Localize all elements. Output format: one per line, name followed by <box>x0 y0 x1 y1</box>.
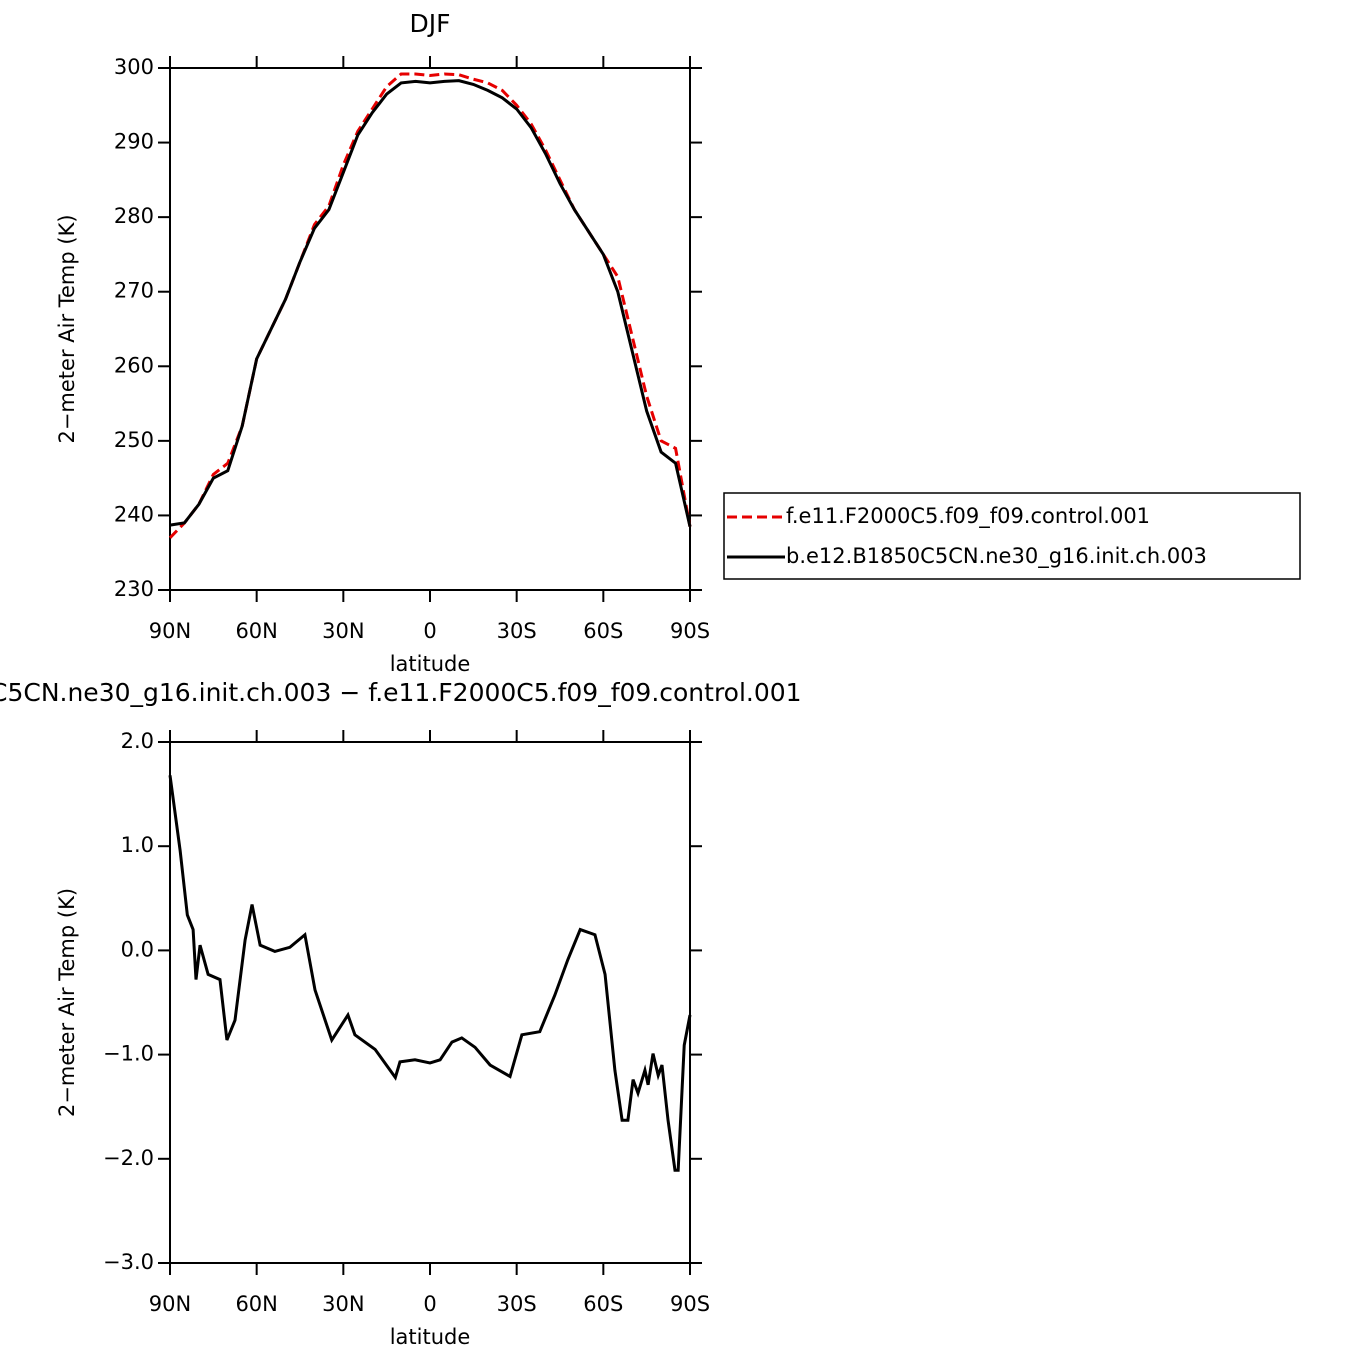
x-tick-label: 60N <box>235 619 277 643</box>
x-tick-label: 30N <box>322 1292 364 1316</box>
plot-frame <box>169 741 691 1264</box>
y-tick-label: 0.0 <box>121 937 154 961</box>
x-tick-label: 90S <box>670 619 710 643</box>
y-tick-label: −1.0 <box>103 1042 154 1066</box>
y-tick-label: 230 <box>114 577 154 601</box>
data-line <box>168 72 692 539</box>
chart-title: C5CN.ne30_g16.init.ch.003 − f.e11.F2000C… <box>0 678 802 707</box>
x-tick-label: 30S <box>497 619 537 643</box>
y-tick-label: −2.0 <box>103 1146 154 1170</box>
x-tick-label: 30S <box>497 1292 537 1316</box>
data-line <box>168 775 692 1172</box>
x-tick-label: 0 <box>423 1292 436 1316</box>
y-axis-label: 2−meter Air Temp (K) <box>55 888 79 1117</box>
x-tick-label: 60N <box>235 1292 277 1316</box>
y-tick-label: 290 <box>114 130 154 154</box>
x-tick-label: 90N <box>149 619 191 643</box>
x-axis-label: latitude <box>390 652 471 676</box>
x-tick-label: 30N <box>322 619 364 643</box>
y-tick-label: 300 <box>114 55 154 79</box>
y-tick-label: −3.0 <box>103 1250 154 1274</box>
legend-label: f.e11.F2000C5.f09_f09.control.001 <box>786 504 1150 529</box>
plot-frame <box>169 67 691 591</box>
y-tick-label: 270 <box>114 279 154 303</box>
y-tick-label: 1.0 <box>121 833 154 857</box>
y-tick-label: 240 <box>114 502 154 526</box>
y-tick-label: 280 <box>114 204 154 228</box>
y-tick-label: 250 <box>114 428 154 452</box>
legend-label: b.e12.B1850C5CN.ne30_g16.init.ch.003 <box>786 544 1207 569</box>
x-tick-label: 90N <box>149 1292 191 1316</box>
x-tick-label: 0 <box>423 619 436 643</box>
x-tick-label: 60S <box>583 619 623 643</box>
chart-title: DJF <box>409 9 450 38</box>
data-line <box>169 79 692 527</box>
y-tick-label: 2.0 <box>121 729 154 753</box>
legend-box <box>723 492 1301 580</box>
x-axis-label: latitude <box>390 1325 471 1349</box>
y-tick-label: 260 <box>114 353 154 377</box>
x-tick-label: 90S <box>670 1292 710 1316</box>
x-tick-label: 60S <box>583 1292 623 1316</box>
y-axis-label: 2−meter Air Temp (K) <box>55 214 79 443</box>
